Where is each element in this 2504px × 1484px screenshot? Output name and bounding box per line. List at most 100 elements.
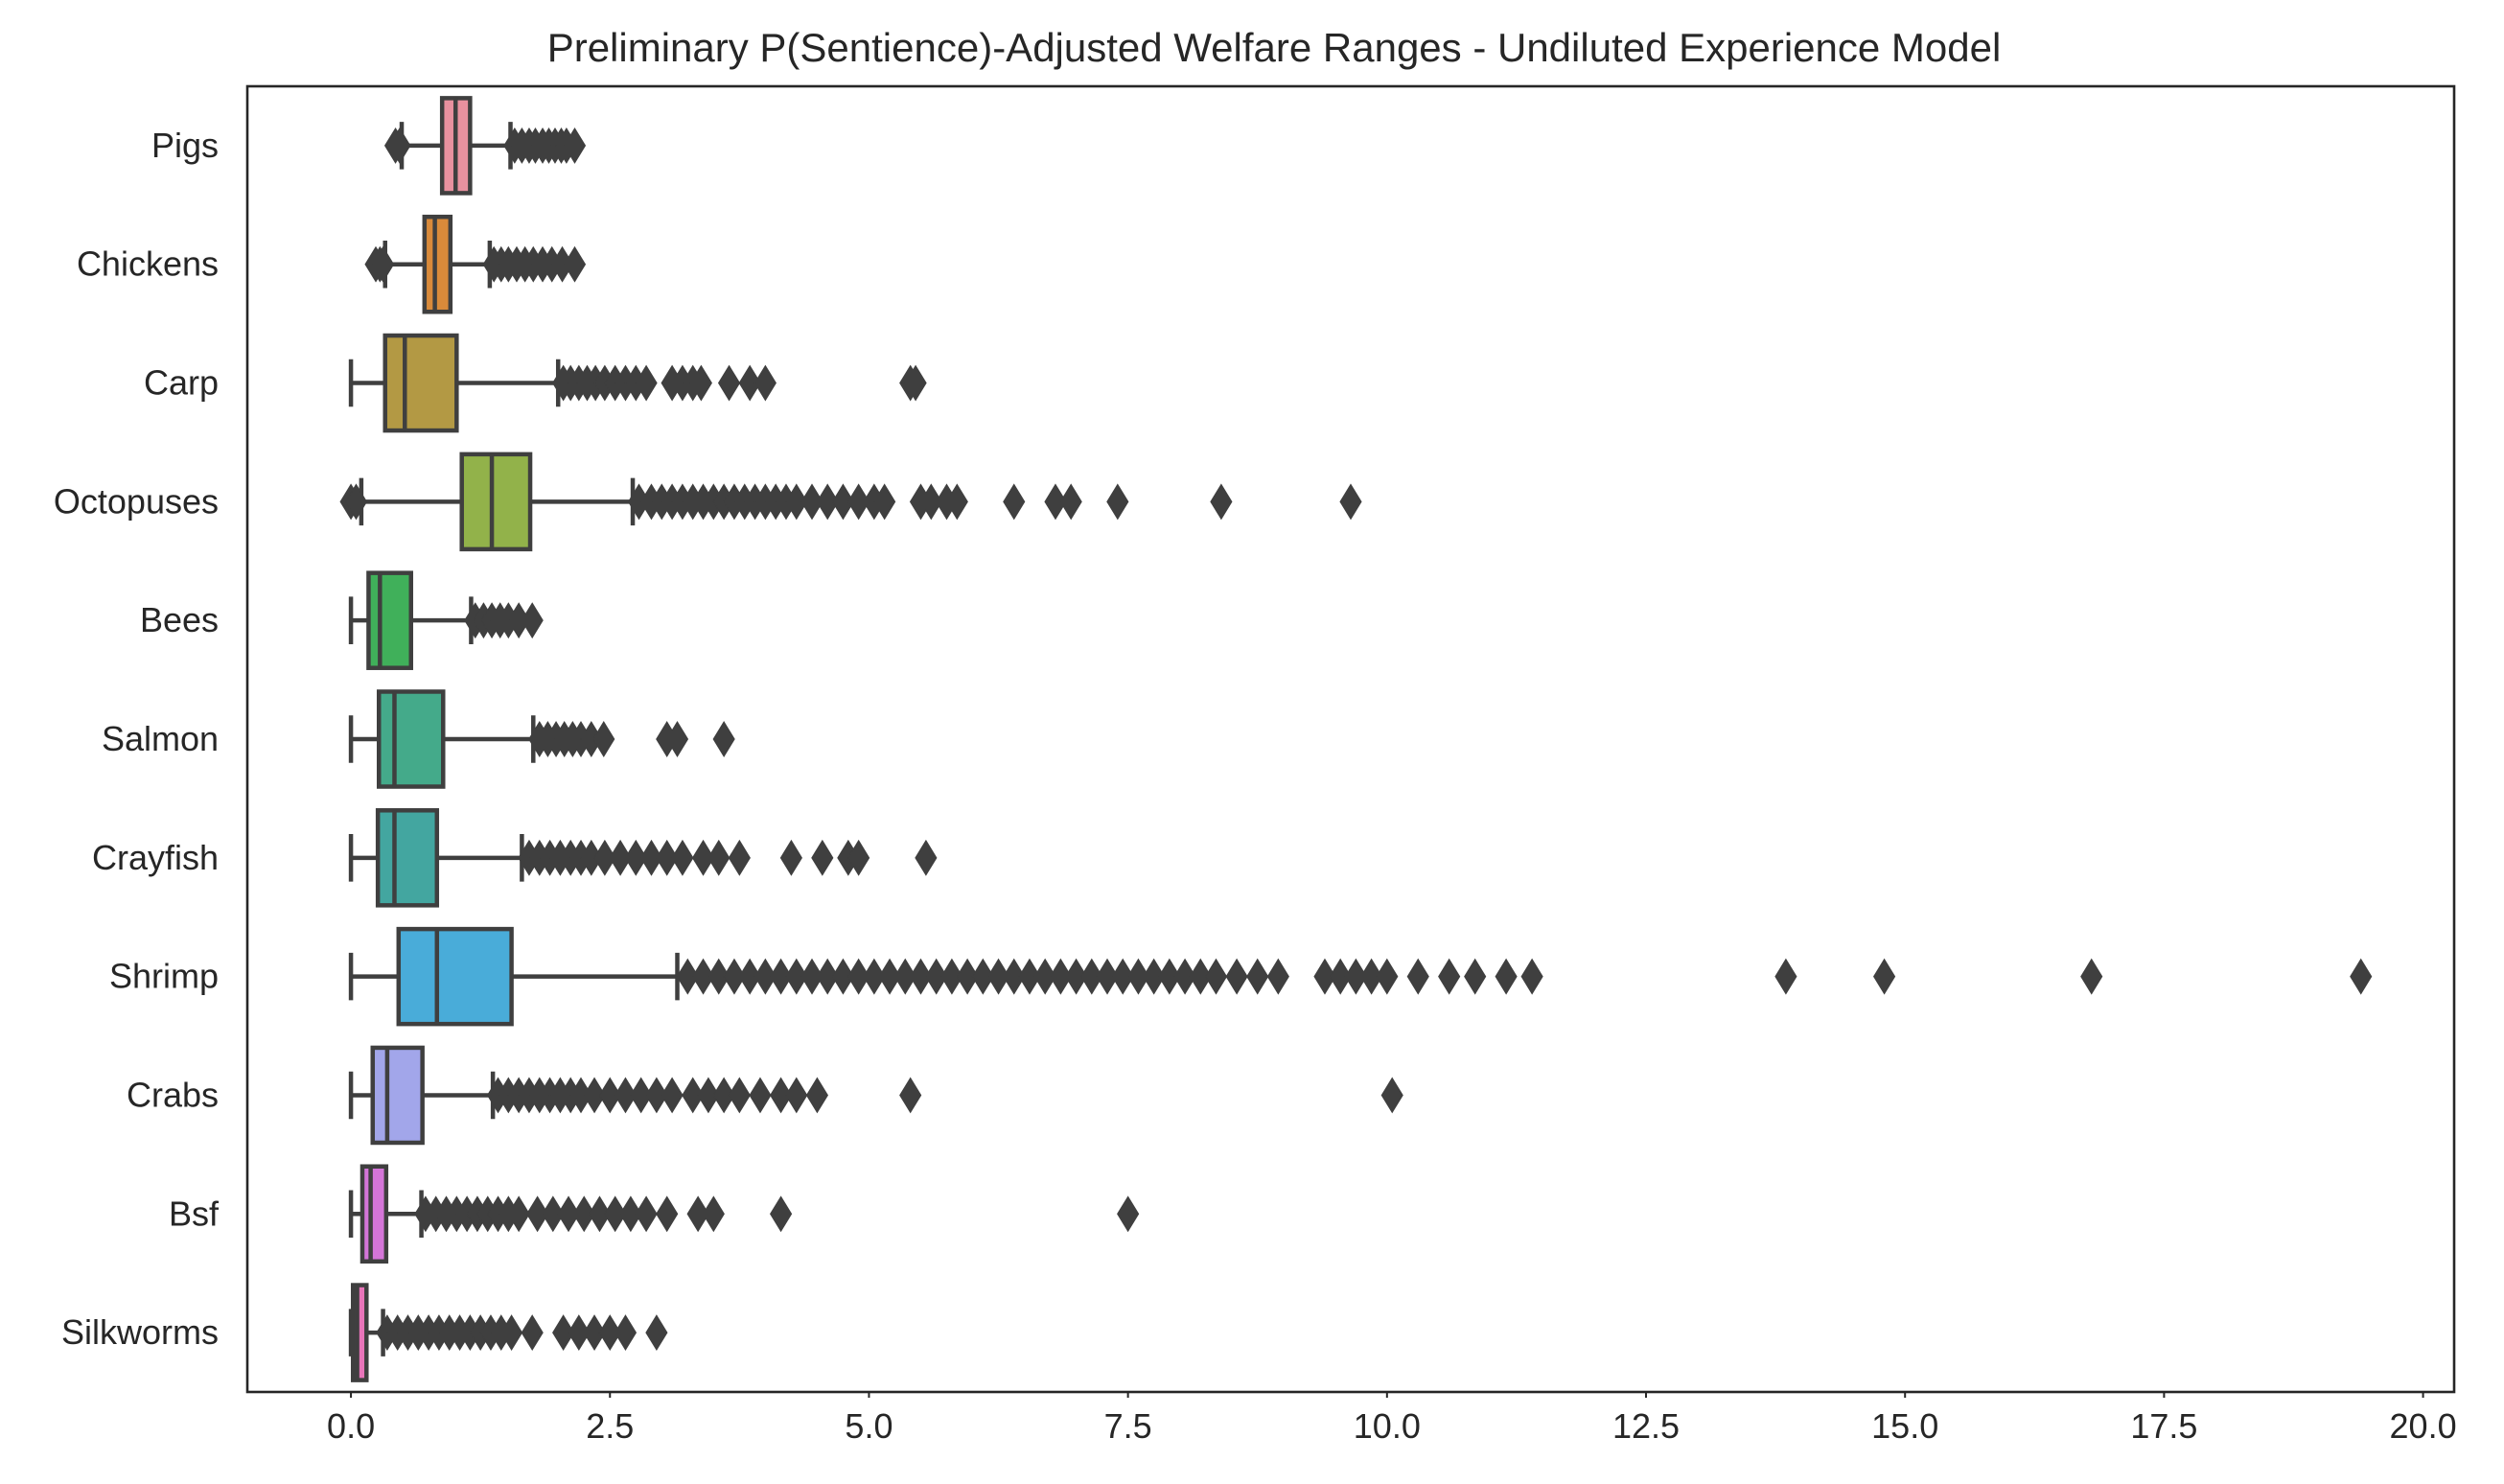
- outlier-crabs-22: [805, 1077, 828, 1114]
- outlier-shrimp-50: [2080, 958, 2103, 995]
- outlier-bsf-20: [702, 1195, 725, 1233]
- box-group-bsf: [348, 1164, 1140, 1264]
- outlier-octopuses-19: [816, 483, 839, 521]
- outlier-shrimp-47: [1520, 958, 1543, 995]
- outlier-bsf-12: [557, 1195, 580, 1233]
- outlier-bsf-10: [526, 1195, 549, 1233]
- outlier-octopuses-1: [344, 483, 368, 521]
- outlier-shrimp-34: [1204, 958, 1228, 995]
- outlier-crabs-11: [614, 1077, 638, 1114]
- outlier-crabs-16: [697, 1077, 720, 1114]
- box-octopuses: [459, 452, 533, 552]
- outlier-shrimp-41: [1360, 958, 1383, 995]
- y-tick-label: Crabs: [127, 1075, 219, 1114]
- x-tick-label: 17.5: [2130, 1406, 2197, 1446]
- outlier-shrimp-4: [738, 958, 761, 995]
- outlier-shrimp-1: [691, 958, 715, 995]
- outlier-salmon-10: [712, 721, 735, 757]
- outlier-carp-15: [738, 364, 761, 402]
- outlier-crabs-13: [645, 1077, 668, 1114]
- outlier-octopuses-28: [1003, 483, 1026, 521]
- outlier-shrimp-3: [723, 958, 746, 995]
- box-chickens: [422, 214, 453, 314]
- outlier-octopuses-18: [800, 483, 823, 521]
- outlier-shrimp-9: [816, 958, 839, 995]
- box-group-pigs: [383, 96, 587, 196]
- outlier-carp-16: [754, 364, 777, 402]
- outlier-crabs-18: [728, 1077, 751, 1114]
- outlier-crayfish-7: [593, 839, 616, 876]
- outlier-crayfish-10: [639, 839, 663, 876]
- outlier-bsf-11: [542, 1195, 565, 1233]
- outlier-shrimp-46: [1495, 958, 1518, 995]
- y-tick-label: Salmon: [102, 719, 219, 758]
- outlier-crayfish-13: [691, 839, 715, 876]
- outlier-shrimp-25: [1065, 958, 1088, 995]
- outlier-crayfish-12: [671, 839, 694, 876]
- outlier-crabs-14: [661, 1077, 684, 1114]
- outlier-crabs-10: [598, 1077, 621, 1114]
- outlier-crayfish-20: [915, 839, 938, 876]
- x-tick-label: 0.0: [327, 1406, 375, 1446]
- outlier-shrimp-30: [1143, 958, 1166, 995]
- outlier-crayfish-15: [728, 839, 751, 876]
- x-tick-label: 12.5: [1612, 1406, 1680, 1446]
- outlier-shrimp-33: [1189, 958, 1212, 995]
- outlier-shrimp-42: [1376, 958, 1399, 995]
- outlier-shrimp-12: [863, 958, 886, 995]
- y-tick-label: Pigs: [151, 126, 219, 165]
- box-group-crayfish: [348, 808, 938, 908]
- x-tick-label: 10.0: [1354, 1406, 1421, 1446]
- outlier-shrimp-13: [878, 958, 901, 995]
- outlier-octopuses-29: [1044, 483, 1067, 521]
- outlier-shrimp-38: [1313, 958, 1336, 995]
- outlier-shrimp-31: [1158, 958, 1181, 995]
- outlier-shrimp-45: [1464, 958, 1487, 995]
- outlier-bees-6: [521, 602, 544, 639]
- x-tick-label: 7.5: [1104, 1406, 1152, 1446]
- outlier-silkworms-12: [500, 1314, 523, 1352]
- outlier-crabs-19: [749, 1077, 772, 1114]
- outlier-bsf-15: [604, 1195, 627, 1233]
- chart-title: Preliminary P(Sentience)-Adjusted Welfar…: [547, 25, 2002, 70]
- outlier-crabs-24: [1380, 1077, 1403, 1114]
- y-tick-label: Chickens: [77, 244, 219, 284]
- outlier-shrimp-0: [676, 958, 699, 995]
- outlier-crabs-17: [712, 1077, 735, 1114]
- outlier-shrimp-51: [2350, 958, 2373, 995]
- outlier-shrimp-43: [1406, 958, 1429, 995]
- outlier-shrimp-27: [1096, 958, 1119, 995]
- outlier-shrimp-29: [1126, 958, 1150, 995]
- outlier-shrimp-39: [1329, 958, 1352, 995]
- x-axis: 0.0 2.5 5.0 7.5 10.0 12.5 15.0 17.5 20.0: [327, 1392, 2457, 1446]
- outlier-shrimp-24: [1049, 958, 1072, 995]
- x-tick-label: 20.0: [2390, 1406, 2457, 1446]
- outlier-carp-9: [635, 364, 658, 402]
- outlier-bsf-18: [656, 1195, 679, 1233]
- outlier-shrimp-7: [785, 958, 808, 995]
- outlier-shrimp-44: [1438, 958, 1461, 995]
- outlier-crayfish-9: [624, 839, 647, 876]
- y-tick-label: Silkworms: [61, 1312, 219, 1352]
- outlier-crabs-15: [682, 1077, 705, 1114]
- outlier-shrimp-20: [986, 958, 1010, 995]
- outlier-crabs-9: [583, 1077, 606, 1114]
- outlier-silkworms-15: [568, 1314, 591, 1352]
- outlier-chickens-2: [371, 245, 395, 283]
- outlier-shrimp-21: [1003, 958, 1026, 995]
- outlier-shrimp-8: [800, 958, 823, 995]
- outlier-shrimp-48: [1774, 958, 1797, 995]
- outlier-octopuses-20: [831, 483, 855, 521]
- x-tick-label: 2.5: [586, 1406, 634, 1446]
- outlier-shrimp-32: [1173, 958, 1196, 995]
- outlier-octopuses-33: [1339, 483, 1362, 521]
- outlier-shrimp-23: [1033, 958, 1056, 995]
- outlier-shrimp-49: [1873, 958, 1896, 995]
- outlier-octopuses-17: [785, 483, 808, 521]
- outlier-shrimp-14: [893, 958, 916, 995]
- y-axis: Pigs Chickens Carp Octopuses Bees Salmon Crayf…: [54, 126, 220, 1352]
- outlier-silkworms-18: [614, 1314, 638, 1352]
- outlier-shrimp-40: [1344, 958, 1367, 995]
- outlier-crabs-12: [630, 1077, 653, 1114]
